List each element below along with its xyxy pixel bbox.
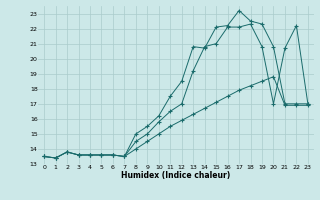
X-axis label: Humidex (Indice chaleur): Humidex (Indice chaleur) xyxy=(121,171,231,180)
